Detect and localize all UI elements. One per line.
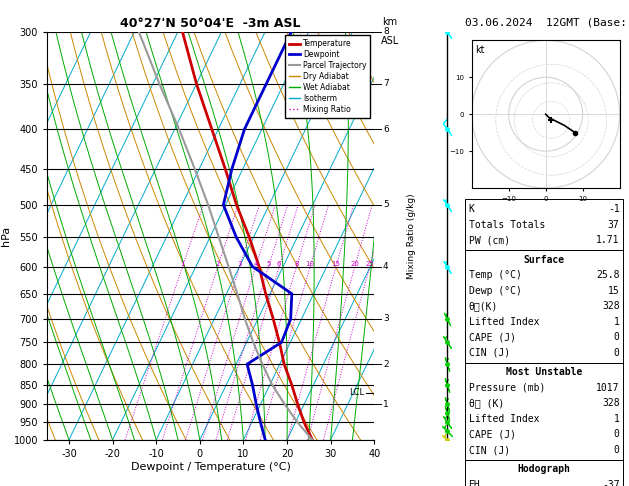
Text: 6: 6 <box>277 260 282 267</box>
Text: 1: 1 <box>614 317 620 327</box>
Text: CAPE (J): CAPE (J) <box>469 430 516 439</box>
Text: 1: 1 <box>383 399 389 409</box>
Text: Pressure (mb): Pressure (mb) <box>469 383 545 393</box>
Text: Lifted Index: Lifted Index <box>469 317 539 327</box>
Text: 37: 37 <box>608 220 620 229</box>
Text: Most Unstable: Most Unstable <box>506 367 582 377</box>
Text: CAPE (J): CAPE (J) <box>469 332 516 342</box>
Text: 6: 6 <box>383 124 389 134</box>
Text: 25.8: 25.8 <box>596 270 620 280</box>
Text: km: km <box>382 17 398 27</box>
Text: 4: 4 <box>253 260 258 267</box>
Text: 3: 3 <box>238 260 242 267</box>
Text: CIN (J): CIN (J) <box>469 445 509 455</box>
Text: 328: 328 <box>602 399 620 408</box>
Text: 1017: 1017 <box>596 383 620 393</box>
Text: 25: 25 <box>365 260 374 267</box>
Text: 15: 15 <box>331 260 340 267</box>
Text: LCL: LCL <box>350 388 365 397</box>
Text: 20: 20 <box>350 260 359 267</box>
Y-axis label: hPa: hPa <box>1 226 11 246</box>
Text: 1: 1 <box>181 260 185 267</box>
Text: θᴄ (K): θᴄ (K) <box>469 399 504 408</box>
Text: CIN (J): CIN (J) <box>469 348 509 358</box>
Text: 0: 0 <box>614 348 620 358</box>
Text: 8: 8 <box>383 27 389 36</box>
Legend: Temperature, Dewpoint, Parcel Trajectory, Dry Adiabat, Wet Adiabat, Isotherm, Mi: Temperature, Dewpoint, Parcel Trajectory… <box>285 35 370 118</box>
Text: 15: 15 <box>608 286 620 295</box>
Text: EH: EH <box>469 480 481 486</box>
Text: θᴄ(K): θᴄ(K) <box>469 301 498 311</box>
Text: 5: 5 <box>383 200 389 209</box>
Text: Dewp (°C): Dewp (°C) <box>469 286 521 295</box>
Text: 0: 0 <box>614 430 620 439</box>
Text: 7: 7 <box>383 79 389 88</box>
Text: 2: 2 <box>216 260 220 267</box>
Text: 1: 1 <box>614 414 620 424</box>
Text: 328: 328 <box>602 301 620 311</box>
Text: -37: -37 <box>602 480 620 486</box>
Text: Hodograph: Hodograph <box>518 465 571 474</box>
Text: 0: 0 <box>614 332 620 342</box>
Text: 03.06.2024  12GMT (Base: 00): 03.06.2024 12GMT (Base: 00) <box>465 17 629 27</box>
Text: PW (cm): PW (cm) <box>469 235 509 245</box>
Text: 8: 8 <box>294 260 299 267</box>
Text: kt: kt <box>475 45 484 55</box>
Text: Lifted Index: Lifted Index <box>469 414 539 424</box>
Text: ASL: ASL <box>381 36 399 47</box>
Text: 1.71: 1.71 <box>596 235 620 245</box>
Text: 4: 4 <box>383 262 389 271</box>
Text: Totals Totals: Totals Totals <box>469 220 545 229</box>
Text: 10: 10 <box>306 260 314 267</box>
Text: -1: -1 <box>608 204 620 214</box>
X-axis label: Dewpoint / Temperature (°C): Dewpoint / Temperature (°C) <box>131 462 291 471</box>
Text: 3: 3 <box>383 314 389 323</box>
Text: 5: 5 <box>266 260 270 267</box>
Text: Mixing Ratio (g/kg): Mixing Ratio (g/kg) <box>408 193 416 278</box>
Text: Temp (°C): Temp (°C) <box>469 270 521 280</box>
Text: K: K <box>469 204 474 214</box>
Text: 0: 0 <box>614 445 620 455</box>
Text: Surface: Surface <box>523 255 565 264</box>
Title: 40°27'N 50°04'E  -3m ASL: 40°27'N 50°04'E -3m ASL <box>121 17 301 31</box>
Text: 2: 2 <box>383 360 389 369</box>
